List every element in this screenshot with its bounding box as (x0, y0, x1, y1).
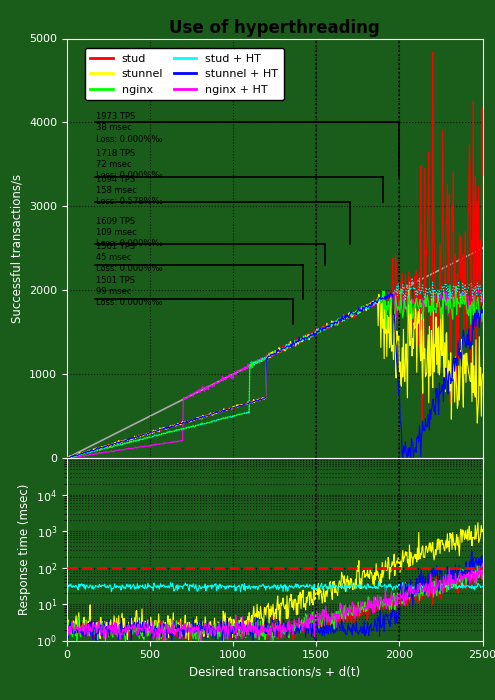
Text: 1501 TPS
99 msec
Loss: 0.000%‰: 1501 TPS 99 msec Loss: 0.000%‰ (96, 276, 162, 307)
Title: Use of hyperthreading: Use of hyperthreading (169, 19, 380, 37)
Text: 1694 TPS
158 msec
Loss: 0.578%‰: 1694 TPS 158 msec Loss: 0.578%‰ (96, 175, 163, 206)
Y-axis label: Successful transactions/s: Successful transactions/s (10, 174, 23, 323)
Y-axis label: Response time (msec): Response time (msec) (18, 484, 31, 615)
Text: 1561 TPS
45 msec
Loss: 0.000%‰: 1561 TPS 45 msec Loss: 0.000%‰ (96, 241, 162, 273)
Text: 1609 TPS
109 msec
Loss: 0.000%‰: 1609 TPS 109 msec Loss: 0.000%‰ (96, 217, 162, 248)
X-axis label: Desired transactions/s + d(t): Desired transactions/s + d(t) (189, 666, 360, 679)
Text: 1973 TPS
38 msec
Loss: 0.000%‰: 1973 TPS 38 msec Loss: 0.000%‰ (96, 112, 162, 144)
Text: 1718 TPS
72 msec
Loss: 0.000%‰: 1718 TPS 72 msec Loss: 0.000%‰ (96, 149, 162, 181)
Legend: stud, stunnel, nginx, stud + HT, stunnel + HT, nginx + HT: stud, stunnel, nginx, stud + HT, stunnel… (85, 48, 284, 101)
